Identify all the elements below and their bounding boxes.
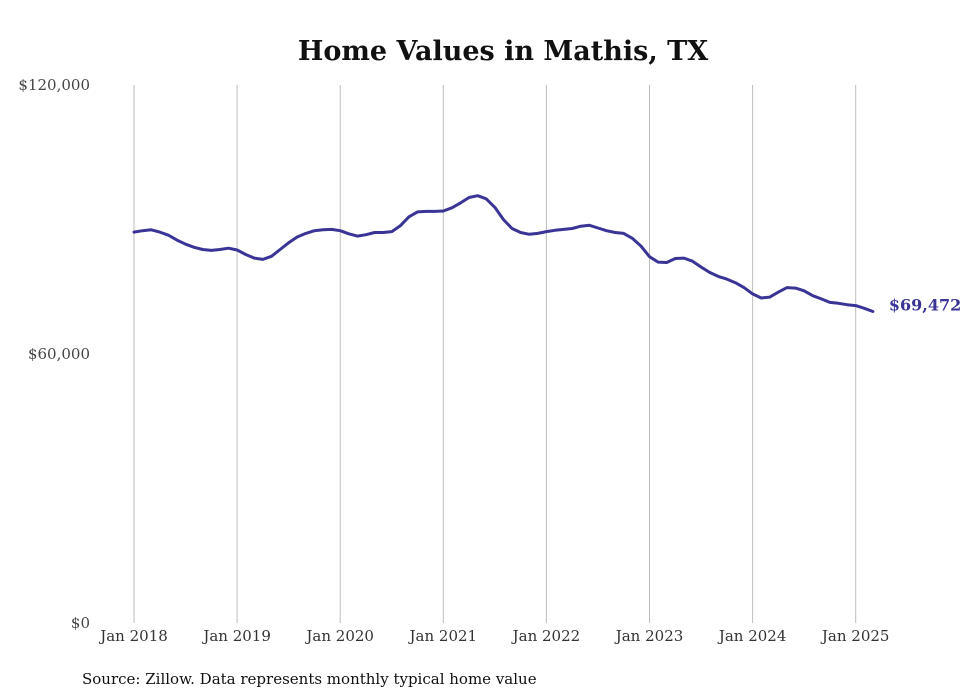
last-value-label: $69,472 [889,296,961,315]
gridlines [133,85,857,623]
x-tick-label-2025-01: Jan 2025 [820,627,890,645]
series-line-home-value [132,194,875,313]
x-tick-label-2020-01: Jan 2020 [304,627,374,645]
y-tick-label-60000: $60,000 [28,345,90,363]
series-home-value [132,194,875,313]
y-tick-label-0: $0 [71,614,90,632]
x-tick-label-2024-01: Jan 2024 [717,627,787,645]
x-tick-label-2022-01: Jan 2022 [511,627,581,645]
x-tick-label-2019-01: Jan 2019 [201,627,271,645]
y-tick-label-120000: $120,000 [18,76,90,94]
x-axis-tick-labels: Jan 2018 Jan 2019 Jan 2020 Jan 2021 Jan 2022… [98,627,889,645]
y-axis-tick-labels: $0 $60,000 $120,000 [18,76,90,632]
x-tick-label-2018-01: Jan 2018 [98,627,168,645]
chart-title: Home Values in Mathis, TX [298,36,708,67]
x-tick-label-2023-01: Jan 2023 [614,627,684,645]
source-note: Source: Zillow. Data represents monthly … [82,670,537,688]
x-tick-label-2021-01: Jan 2021 [408,627,478,645]
